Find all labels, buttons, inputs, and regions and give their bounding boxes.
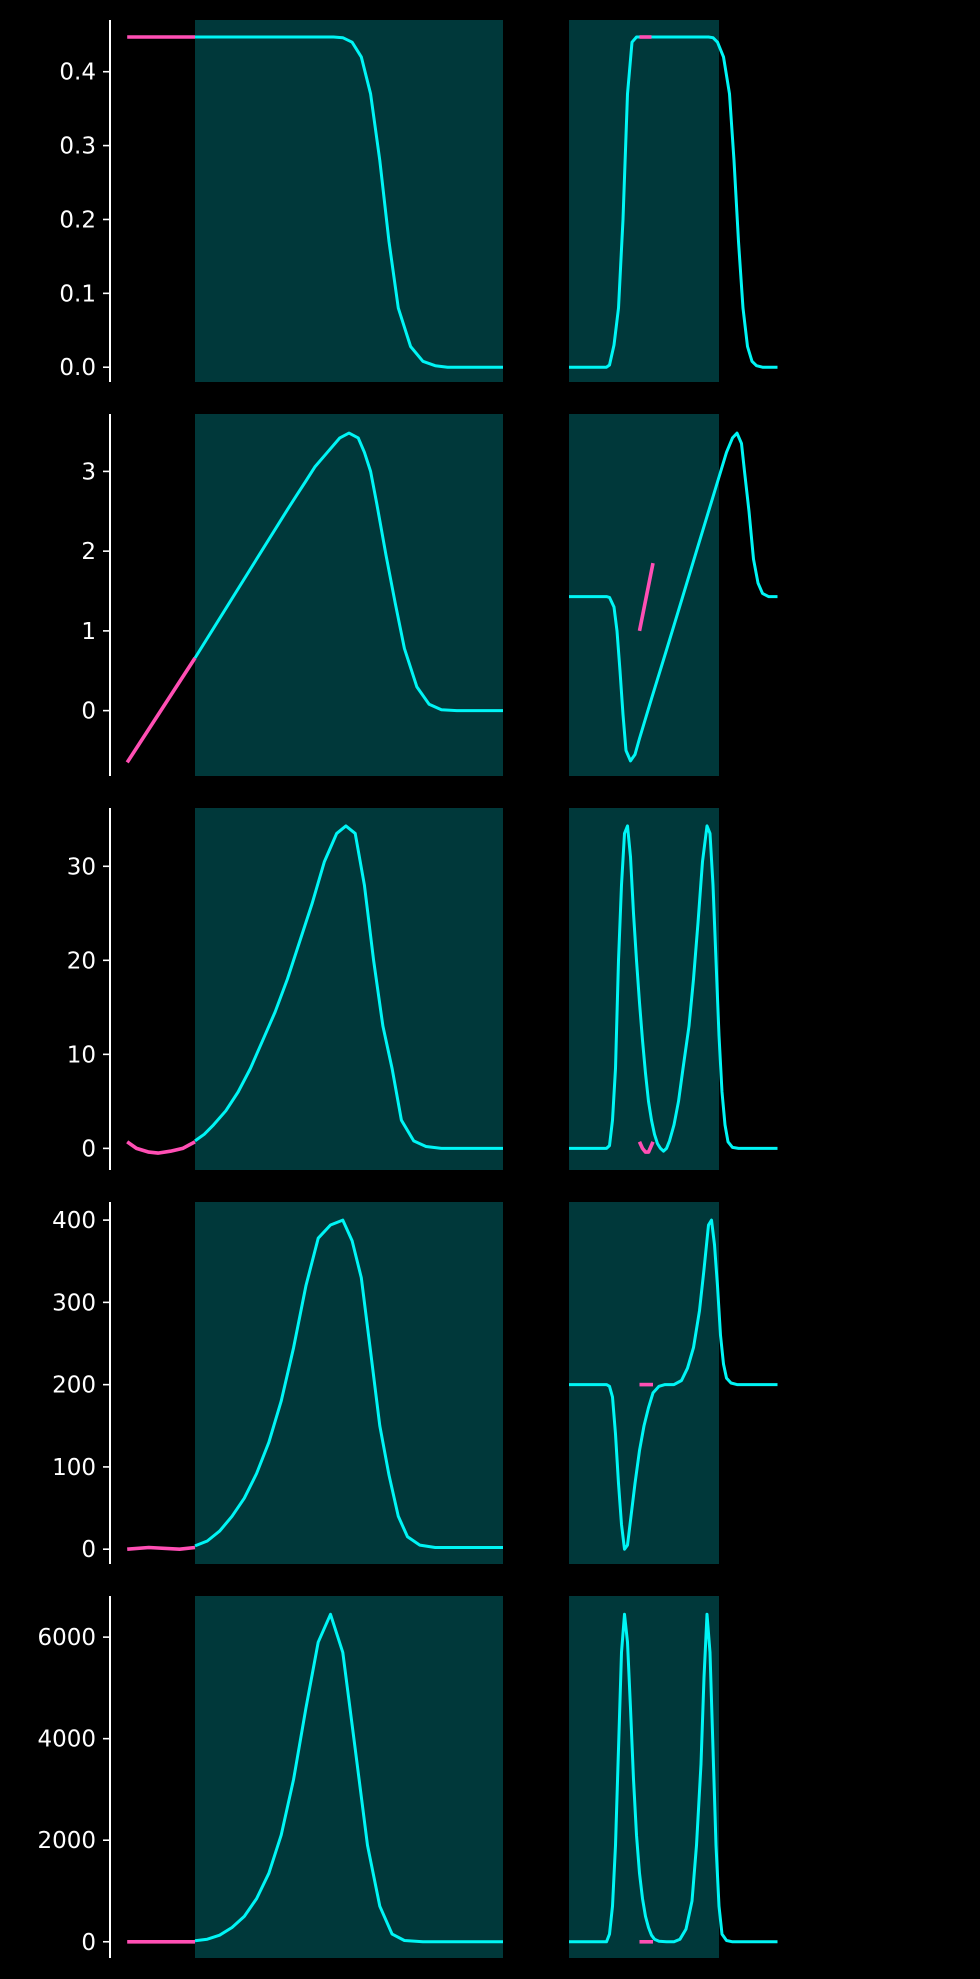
left-highlight-segment xyxy=(126,1140,196,1155)
y-tick-label: 0.3 xyxy=(59,134,96,160)
left-shaded-region xyxy=(195,808,503,1170)
y-tick-label: 0 xyxy=(81,1930,96,1956)
y-tick-label: 300 xyxy=(52,1290,96,1316)
left-shaded-region xyxy=(195,414,503,776)
y-tick-label: 0 xyxy=(81,1537,96,1563)
right-highlight-segment xyxy=(637,1141,655,1154)
left-curve xyxy=(194,1218,503,1549)
y-tick-label: 6000 xyxy=(37,1625,96,1651)
y-tick-label: 400 xyxy=(52,1208,96,1234)
right-shaded-region xyxy=(569,20,719,382)
right-highlight-segment xyxy=(637,562,655,632)
right-shaded-region xyxy=(569,414,719,776)
y-tick-label: 20 xyxy=(67,948,96,974)
left-shaded-region xyxy=(195,1596,503,1958)
y-tick-label: 0.1 xyxy=(59,281,96,307)
left-highlight-segment xyxy=(127,1545,196,1551)
right-curve xyxy=(569,431,778,763)
right-curve xyxy=(569,1218,778,1551)
y-tick-label: 200 xyxy=(52,1373,96,1399)
y-tick-label: 0.4 xyxy=(59,60,96,86)
y-tick-label: 4000 xyxy=(37,1727,96,1753)
y-tick-label: 2 xyxy=(81,539,96,565)
y-tick-label: 0 xyxy=(81,1136,96,1162)
y-tick-label: 100 xyxy=(52,1455,96,1481)
subplot-row-4: 0 100 200 300 400 xyxy=(52,1202,778,1564)
right-curve xyxy=(569,824,778,1153)
y-tick-label: 2000 xyxy=(37,1828,96,1854)
right-shaded-region xyxy=(569,1596,719,1958)
left-highlight-segment xyxy=(125,657,197,764)
subplot-row-1: 0.0 0.1 0.2 0.3 0.4 xyxy=(59,20,778,382)
subplot-row-2: 0 1 2 3 xyxy=(81,414,778,776)
y-tick-label: 30 xyxy=(67,854,96,880)
subplot-row-3: 0 10 20 30 xyxy=(67,808,778,1170)
y-tick-label: 3 xyxy=(81,459,96,485)
y-tick-label: 1 xyxy=(81,619,96,645)
right-curve xyxy=(569,1612,778,1944)
left-shaded-region xyxy=(195,1202,503,1564)
subplot-row-5: 0 2000 4000 6000 xyxy=(37,1596,778,1958)
y-tick-label: 0.2 xyxy=(59,207,96,233)
right-curve xyxy=(569,35,778,369)
left-curve xyxy=(194,1612,503,1944)
right-shaded-region xyxy=(569,808,719,1170)
left-curve xyxy=(193,431,503,713)
left-shaded-region xyxy=(195,20,503,382)
y-tick-label: 0.0 xyxy=(59,355,96,381)
left-curve xyxy=(195,35,503,369)
y-tick-label: 0 xyxy=(81,699,96,725)
left-curve xyxy=(194,824,503,1150)
y-tick-label: 10 xyxy=(67,1042,96,1068)
